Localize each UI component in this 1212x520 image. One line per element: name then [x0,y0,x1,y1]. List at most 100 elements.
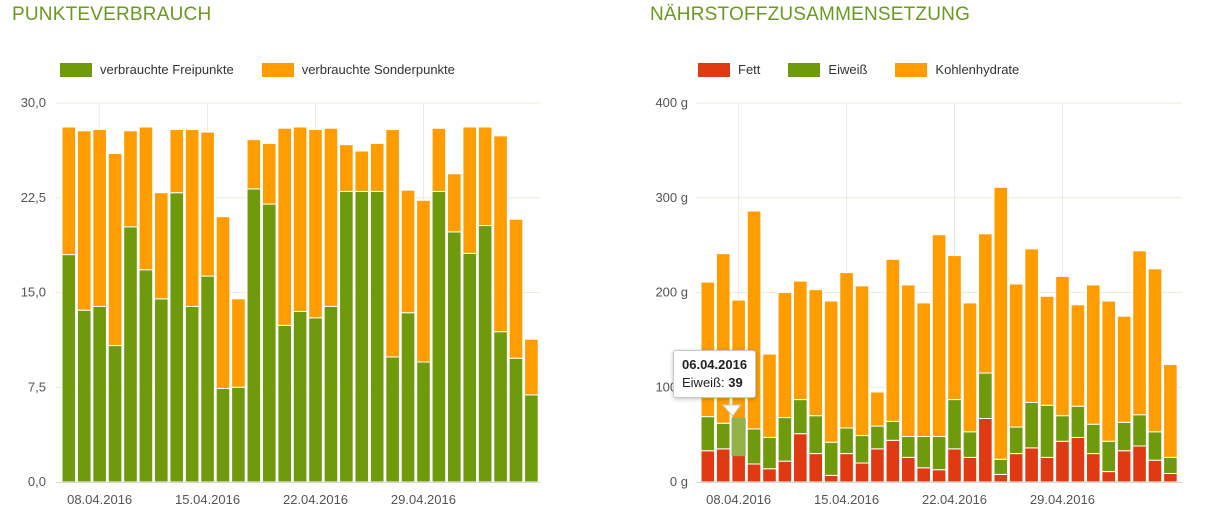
legend-swatch-kohlenhydrate [895,62,928,77]
right-bar-eiweiß [854,435,870,464]
right-bar-kohlenhydrate [962,302,978,433]
right-bar-eiweiß [993,458,1009,475]
legend-item-freipunkte[interactable]: verbrauchte Freipunkte [60,62,234,77]
left-bar-verbrauchte-freipunkte [323,305,339,483]
right-x-tick-label: 15.04.2016 [814,492,879,507]
left-bar-verbrauchte-sonderpunkte [184,129,200,307]
right-bar-eiweiß [1055,415,1070,442]
right-bar-eiweiß [1086,423,1101,455]
right-bar-kohlenhydrate [793,280,808,401]
right-bar-kohlenhydrate [1008,283,1024,428]
legend-item-fett[interactable]: Fett [698,62,760,77]
legend-swatch-fett [698,62,730,77]
right-bar-eiweiß [1163,456,1178,474]
right-bar-eiweiß [808,415,824,455]
right-bar-kohlenhydrate [870,391,885,427]
left-bar-verbrauchte-sonderpunkte [308,129,323,319]
left-bar-verbrauchte-freipunkte [231,386,246,483]
left-bar-verbrauchte-freipunkte [369,190,385,483]
legend-swatch-eiweiss [788,62,821,77]
right-bar-kohlenhydrate [993,186,1009,460]
right-bar-fett [777,460,793,483]
left-bar-verbrauchte-sonderpunkte [431,127,447,192]
right-bar-kohlenhydrate [916,302,931,438]
right-bar-eiweiß [746,428,762,465]
left-bar-verbrauchte-sonderpunkte [508,218,524,359]
left-bar-verbrauchte-freipunkte [431,190,447,483]
left-x-tick-label: 15.04.2016 [175,492,240,507]
left-bar-verbrauchte-sonderpunkte [354,150,370,192]
left-bar-verbrauchte-sonderpunkte [339,144,354,192]
right-bar-kohlenhydrate [947,255,962,401]
left-x-tick-label: 08.04.2016 [67,492,132,507]
right-bar-kohlenhydrate [1147,268,1163,433]
right-bar-kohlenhydrate [1086,284,1101,425]
right-bar-fett [823,474,839,483]
right-bar-eiweiß [870,425,885,450]
right-y-tick-label: 400 g [655,95,688,110]
right-bar-eiweiß [885,420,901,441]
left-bar-verbrauchte-freipunkte [107,345,123,483]
left-bar-verbrauchte-freipunkte [154,298,169,483]
right-bar-fett [1055,440,1070,483]
right-bar-kohlenhydrate [839,272,854,429]
right-bar-eiweiß [823,441,839,476]
legend-label-sonderpunkte: verbrauchte Sonderpunkte [301,62,455,77]
legend-label-fett: Fett [738,62,761,77]
right-chart-legend: Fett Eiweiß Kohlenhydrate [698,62,1047,77]
tooltip-pointer [721,404,742,417]
left-bar-verbrauchte-freipunkte [261,203,277,483]
right-y-tick-label: 200 g [655,285,688,300]
right-bar-kohlenhydrate [978,233,993,374]
left-bar-verbrauchte-freipunkte [508,357,524,483]
legend-item-kohlenhydrate[interactable]: Kohlenhydrate [895,62,1019,77]
left-bar-verbrauchte-freipunkte [246,188,262,483]
right-bar-fett [1024,447,1039,483]
left-bar-verbrauchte-freipunkte [61,254,77,483]
left-bar-verbrauchte-sonderpunkte [462,126,478,254]
left-bar-verbrauchte-sonderpunkte [416,199,431,363]
legend-item-eiweiss[interactable]: Eiweiß [788,62,867,77]
right-bar-kohlenhydrate [931,234,947,438]
right-bar-eiweiß [793,399,808,435]
left-chart-title: PUNKTEVERBRAUCH [12,4,212,25]
right-bar-fett [978,418,993,483]
right-bar-fett [700,450,716,483]
right-bar-eiweiß [715,422,731,450]
left-bar-verbrauchte-sonderpunkte [169,129,185,194]
left-bar-verbrauchte-sonderpunkte [292,126,308,312]
highlighted-bar-segment [731,417,746,457]
right-y-tick-label: 0 g [670,474,688,489]
right-bar-fett [1039,456,1055,483]
left-bar-verbrauchte-freipunkte [138,269,154,483]
left-bar-verbrauchte-sonderpunkte [76,130,92,311]
right-chart-title: NÄHRSTOFFZUSAMMENSETZUNG [650,4,971,25]
right-bar-fett [885,439,901,483]
left-y-tick-label: 22,5 [21,190,46,205]
left-bar-verbrauchte-sonderpunkte [61,126,77,256]
right-bar-kohlenhydrate [900,284,916,438]
right-bar-eiweiß [931,436,947,471]
right-bar-kohlenhydrate [885,258,901,422]
left-bar-verbrauchte-sonderpunkte [123,130,138,228]
legend-label-kohlenhydrate: Kohlenhydrate [935,62,1020,77]
left-bar-verbrauchte-sonderpunkte [107,153,123,347]
right-bar-eiweiß [1147,431,1163,461]
right-bar-fett [1070,436,1086,483]
legend-label-eiweiss: Eiweiß [828,62,868,77]
left-bar-verbrauchte-freipunkte [477,225,493,483]
right-bar-eiweiß [1070,405,1086,438]
left-bar-verbrauchte-sonderpunkte [154,192,169,300]
right-bar-kohlenhydrate [1055,275,1070,417]
left-bar-verbrauchte-freipunkte [292,310,308,483]
right-bar-fett [1132,445,1147,483]
left-bar-verbrauchte-freipunkte [277,324,292,483]
right-bar-fett [762,468,777,483]
left-bar-verbrauchte-sonderpunkte [92,129,107,307]
right-bar-fett [1116,450,1132,483]
left-bar-verbrauchte-freipunkte [400,312,416,483]
left-bar-verbrauchte-freipunkte [416,361,431,483]
legend-item-sonderpunkte[interactable]: verbrauchte Sonderpunkte [261,62,455,77]
right-bar-eiweiß [978,372,993,420]
